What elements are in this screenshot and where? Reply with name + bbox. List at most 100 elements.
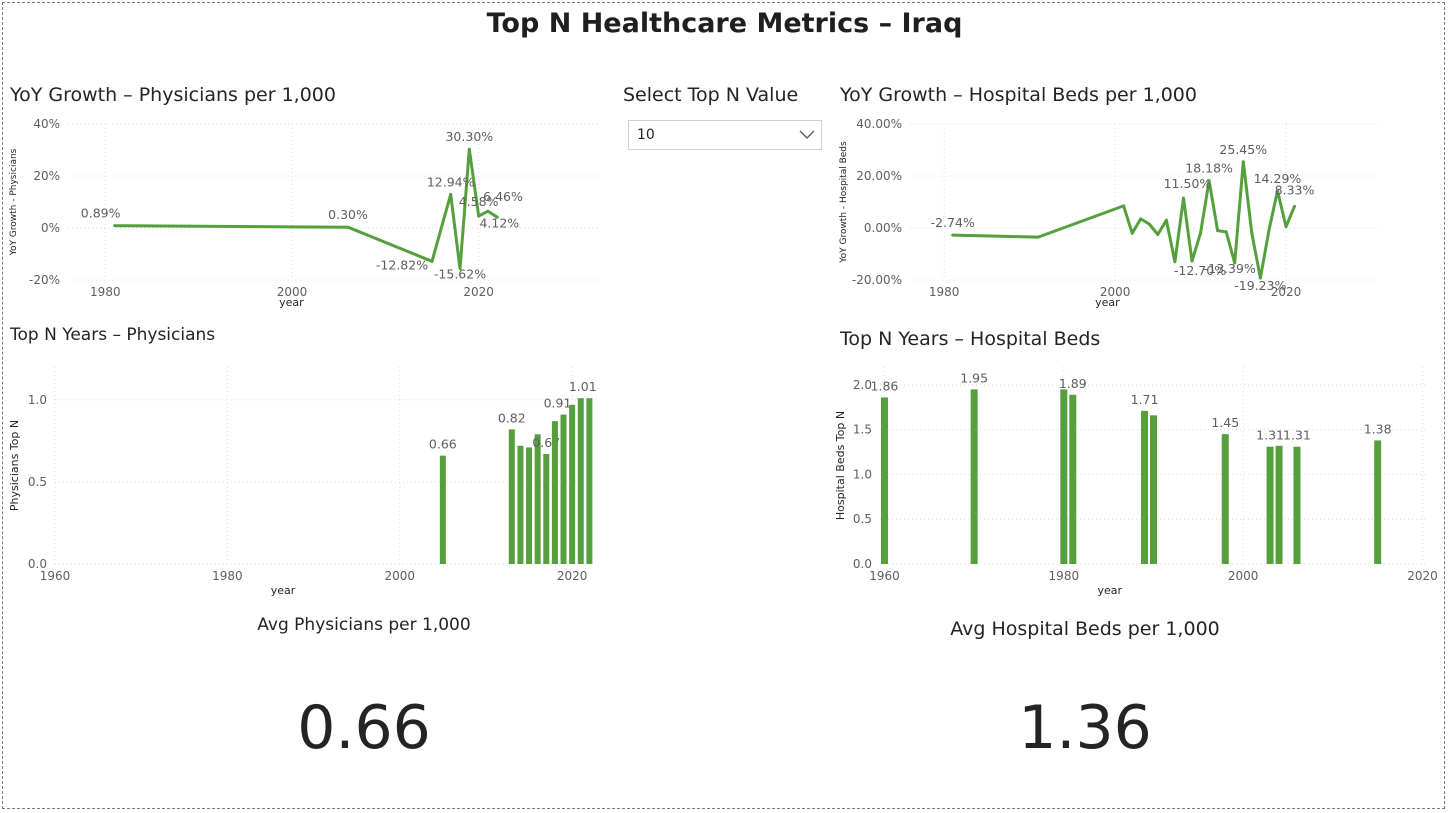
bar xyxy=(577,398,584,564)
yoy-physicians-title: YoY Growth – Physicians per 1,000 xyxy=(10,84,336,106)
data-point xyxy=(1250,231,1254,235)
data-label: 1.89 xyxy=(1059,376,1087,391)
data-label: 6.46% xyxy=(483,189,523,204)
bar xyxy=(1266,446,1274,564)
y-tick-label: 0% xyxy=(41,221,60,235)
bar xyxy=(439,455,446,564)
data-label: -12.82% xyxy=(376,257,428,272)
y-tick-label: 1.5 xyxy=(853,423,872,437)
y-tick-label: 20% xyxy=(33,169,60,183)
topn-physicians-chart[interactable]: 0.0 0.5 1.0 1960 1980 2000 2020 year Physicians … xyxy=(0,355,620,610)
data-label: -13.39% xyxy=(1204,261,1256,276)
data-point xyxy=(1122,204,1126,208)
bar xyxy=(1221,434,1229,564)
data-point xyxy=(1224,230,1228,234)
data-point xyxy=(1173,260,1177,264)
x-tick-label: 2020 xyxy=(557,569,588,583)
data-point xyxy=(1207,179,1211,183)
data-point xyxy=(449,192,453,196)
data-label: 1.86 xyxy=(871,378,899,393)
data-point xyxy=(467,147,471,151)
topn-beds-title: Top N Years – Hospital Beds xyxy=(840,328,1101,350)
x-axis-title: year xyxy=(1097,584,1122,597)
data-label: 1.31 xyxy=(1283,428,1311,443)
data-label: 0.66 xyxy=(429,437,457,452)
data-point xyxy=(1181,196,1185,200)
topn-beds-chart[interactable]: 0.0 0.5 1.0 1.5 2.0 1960 1980 2000 2020 year Hospi… xyxy=(830,355,1440,610)
bar xyxy=(1374,440,1382,564)
card-beds-value: 1.36 xyxy=(1018,693,1152,763)
y-tick-label: 1.0 xyxy=(853,467,872,481)
top-n-slicer-title: Select Top N Value xyxy=(623,84,799,106)
data-point xyxy=(113,224,117,228)
bar xyxy=(586,398,593,564)
data-point xyxy=(1284,225,1288,229)
data-point xyxy=(458,267,462,271)
x-tick-label: 2000 xyxy=(1228,569,1259,583)
y-tick-label: -20% xyxy=(29,273,60,287)
y-tick-label: 40.00% xyxy=(856,117,902,131)
y-tick-label: 0.5 xyxy=(853,512,872,526)
y-tick-label: 0.0 xyxy=(28,557,47,571)
data-label: 11.50% xyxy=(1164,176,1212,191)
x-tick-label: 1980 xyxy=(212,569,243,583)
yoy-beds-title: YoY Growth – Hospital Beds per 1,000 xyxy=(840,84,1197,106)
x-axis-title: year xyxy=(279,296,304,309)
y-tick-label: 0.5 xyxy=(28,475,47,489)
chevron-down-icon[interactable] xyxy=(799,127,815,141)
bar xyxy=(526,447,533,564)
y-tick-label: 0.00% xyxy=(864,221,902,235)
y-tick-label: 20.00% xyxy=(856,169,902,183)
data-point xyxy=(1258,276,1262,280)
x-tick-label: 2000 xyxy=(1100,285,1131,299)
x-tick-label: 1980 xyxy=(1049,569,1080,583)
bar xyxy=(880,397,888,564)
y-tick-label: 1.0 xyxy=(28,393,47,407)
topn-physicians-title: Top N Years – Physicians xyxy=(10,325,216,345)
data-point xyxy=(1147,222,1151,226)
data-point xyxy=(1293,204,1297,208)
data-label: 1.95 xyxy=(960,370,988,385)
data-label: 18.18% xyxy=(1185,161,1233,176)
yoy-physicians-chart[interactable]: -20% 0% 20% 40% 1980 2000 2020 year YoY Growth -… xyxy=(0,110,620,325)
data-point xyxy=(1156,233,1160,236)
bar xyxy=(1150,415,1157,564)
data-point xyxy=(1130,231,1134,235)
top-n-dropdown[interactable]: 10 xyxy=(628,120,822,150)
bar xyxy=(543,454,550,564)
bar xyxy=(1060,389,1068,564)
data-label: 8.33% xyxy=(1275,182,1315,197)
x-tick-label: 1960 xyxy=(869,569,900,583)
y-tick-label: -20.00% xyxy=(852,273,902,287)
bar xyxy=(1293,446,1301,564)
y-tick-label: 2.0 xyxy=(853,378,872,392)
data-label: 0.82 xyxy=(498,410,526,425)
x-tick-label: 2020 xyxy=(1407,569,1438,583)
data-label: 12.94% xyxy=(427,174,475,189)
bar xyxy=(534,434,541,564)
bar xyxy=(551,421,558,564)
data-point xyxy=(1190,259,1194,263)
data-point xyxy=(430,259,434,263)
x-axis-title: year xyxy=(271,584,296,597)
bar xyxy=(569,404,576,564)
data-point xyxy=(1164,218,1168,222)
data-label: 25.45% xyxy=(1219,142,1267,157)
data-label: -15.62% xyxy=(434,267,486,282)
card-physicians-label: Avg Physicians per 1,000 xyxy=(257,615,471,635)
x-tick-label: 1980 xyxy=(90,285,121,299)
yoy-beds-chart[interactable]: -20.00% 0.00% 20.00% 40.00% 1980 2000 2020 year… xyxy=(830,110,1390,325)
data-point xyxy=(1036,235,1040,239)
x-tick-label: 1960 xyxy=(40,569,71,583)
data-label: -2.74% xyxy=(931,215,975,230)
bar xyxy=(1069,394,1077,564)
card-physicians-value: 0.66 xyxy=(297,693,431,763)
data-label: 1.38 xyxy=(1364,421,1392,436)
data-label: 1.01 xyxy=(569,379,597,394)
data-label: 14.29% xyxy=(1254,171,1302,186)
y-axis-title: YoY Growth - Physicians xyxy=(9,148,19,256)
series-line xyxy=(114,147,499,271)
data-point xyxy=(1199,231,1203,235)
data-label: 0.89% xyxy=(81,206,121,221)
